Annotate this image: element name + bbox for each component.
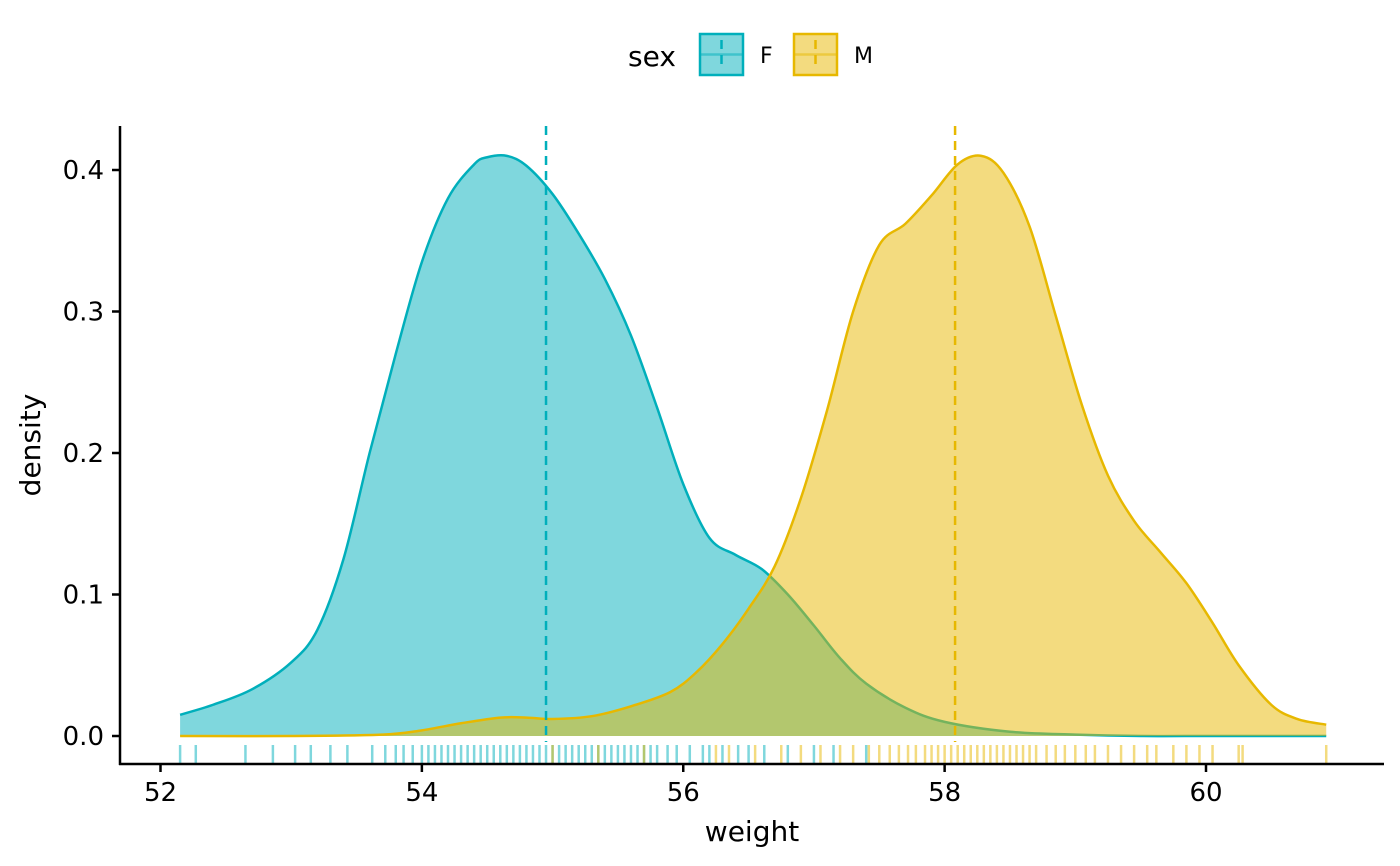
y-tick-label: 0.1	[63, 581, 104, 611]
y-axis-title: density	[14, 394, 47, 497]
x-tick-label: 56	[667, 778, 700, 808]
y-tick-label: 0.2	[63, 439, 104, 469]
legend-title: sex	[628, 40, 676, 73]
density-area-f	[180, 155, 1327, 737]
density-line-m	[180, 154, 1327, 738]
legend-key-m	[792, 32, 839, 77]
axis-ticks: 52 54 56 58 60 0.0 0.1 0.2 0.3 0.4	[63, 156, 1223, 808]
x-axis-title: weight	[705, 815, 799, 848]
x-tick-label: 52	[144, 778, 177, 808]
y-tick-label: 0.3	[63, 298, 104, 328]
y-tick-label: 0.4	[63, 156, 104, 186]
x-tick-label: 60	[1189, 778, 1222, 808]
legend: sex F M	[628, 32, 873, 77]
density-area-m	[180, 155, 1327, 737]
x-tick-label: 58	[928, 778, 961, 808]
x-tick-label: 54	[405, 778, 438, 808]
legend-label-f: F	[760, 44, 773, 69]
legend-key-f	[698, 32, 745, 77]
legend-label-m: M	[854, 44, 873, 69]
y-tick-label: 0.0	[63, 722, 104, 752]
plot-area	[178, 126, 1328, 764]
